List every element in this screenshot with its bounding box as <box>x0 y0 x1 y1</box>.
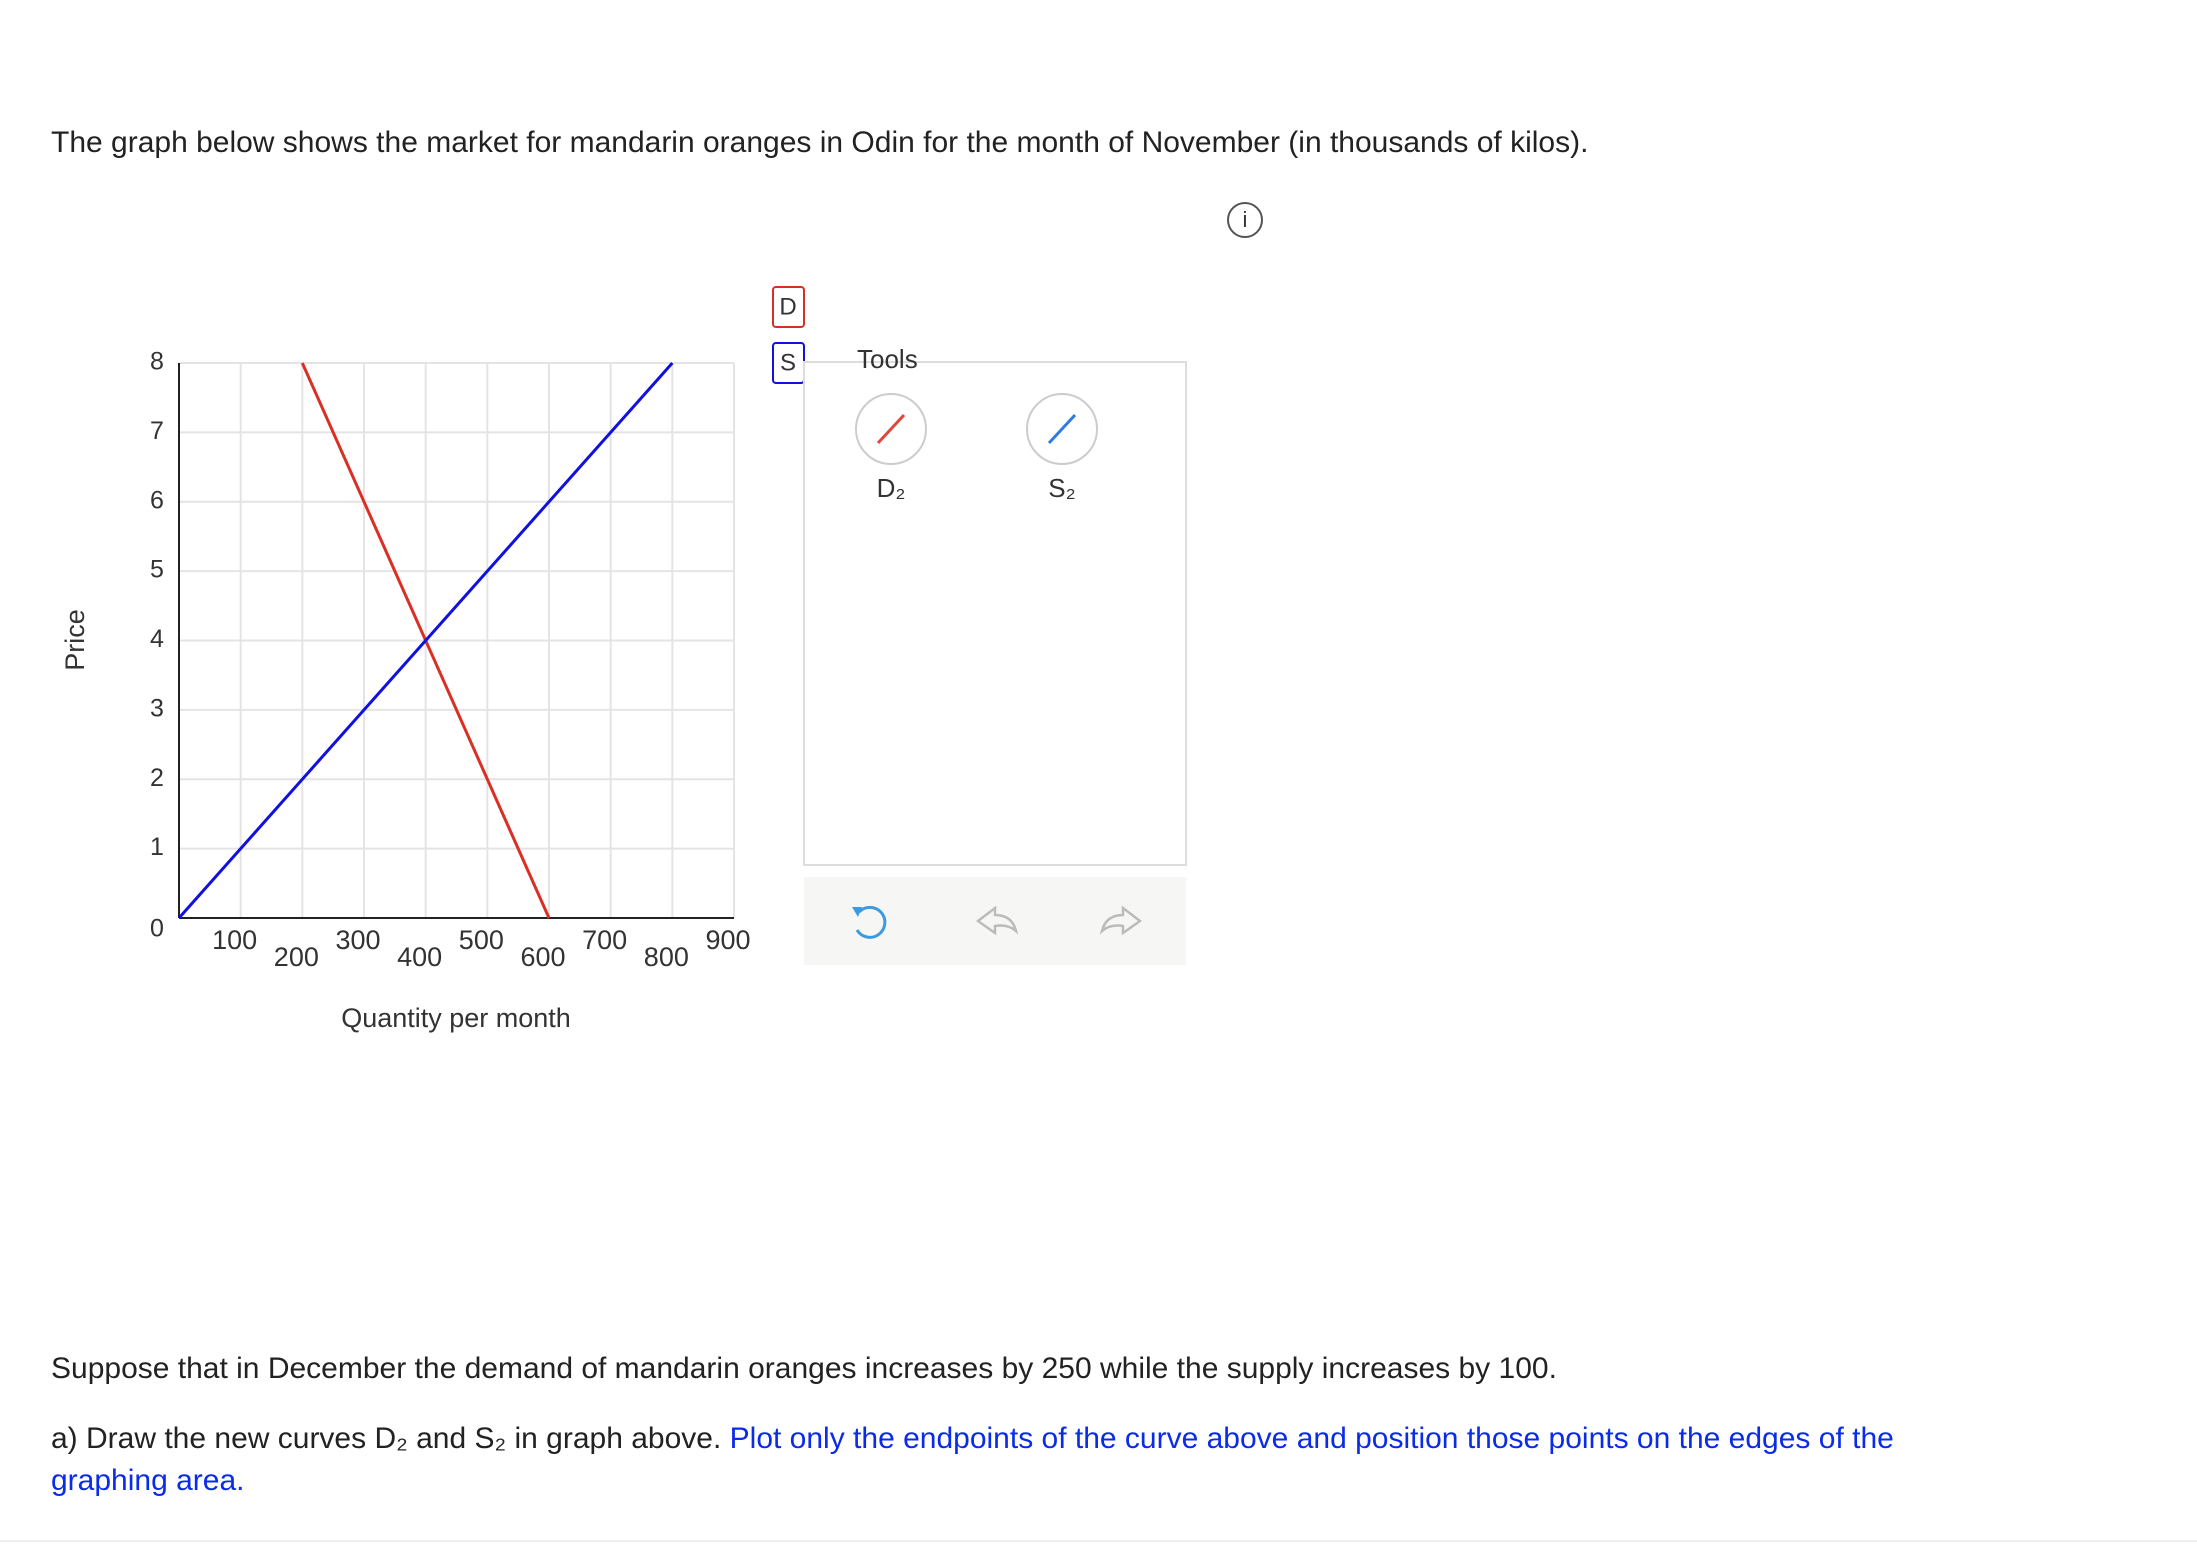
tool-icon <box>876 413 906 445</box>
x-tick-label: 800 <box>644 942 689 972</box>
divider <box>0 1540 2197 1542</box>
task-text: a) Draw the new curves D₂ and S₂ in grap… <box>51 1418 1971 1502</box>
y-tick-label: 7 <box>150 417 164 445</box>
tools: D₂ S₂ <box>855 393 1098 503</box>
scenario-text: Suppose that in December the demand of m… <box>51 1352 1557 1385</box>
tool-icon <box>1047 413 1077 445</box>
legend-label[interactable]: D <box>779 293 796 320</box>
x-tick-label: 100 <box>212 925 257 955</box>
y-tick-label: 1 <box>150 833 164 861</box>
x-tick-label: 500 <box>459 925 504 955</box>
redo-button[interactable] <box>1099 905 1143 936</box>
y-tick-label: 3 <box>150 694 164 722</box>
y-tick-label: 4 <box>150 625 164 653</box>
x-tick-label: 900 <box>705 925 750 955</box>
x-tick-label: 600 <box>520 942 565 972</box>
x-tick-label: 300 <box>335 925 380 955</box>
toolbar <box>804 877 1186 965</box>
plot: 0 1 2 3 4 5 6 7 8 100 200 300 400 500 600 700 800 900 Quan… <box>60 286 805 1033</box>
y-axis-label: Price <box>60 609 90 671</box>
y-tick-label: 2 <box>150 764 164 792</box>
y-tick-label: 5 <box>150 556 164 584</box>
y-tick-label: 0 <box>150 915 164 943</box>
y-tick-label: 6 <box>150 486 164 514</box>
reset-button[interactable] <box>852 905 887 939</box>
tool-label: S₂ <box>1048 473 1075 503</box>
y-tick-label: 8 <box>150 348 164 376</box>
x-tick-label: 700 <box>582 925 627 955</box>
info-icon-glyph: i <box>1243 207 1248 232</box>
x-tick-label: 200 <box>274 942 319 972</box>
x-tick-label: 400 <box>397 942 442 972</box>
intro-text: The graph below shows the market for man… <box>51 126 1589 159</box>
x-axis-label: Quantity per month <box>341 1003 571 1033</box>
tool-label: D₂ <box>877 473 906 503</box>
series-line <box>177 362 674 919</box>
legend-label[interactable]: S <box>780 349 796 376</box>
legend-box <box>772 286 805 328</box>
undo-button[interactable] <box>975 905 1019 936</box>
info-icon[interactable] <box>1227 202 1263 238</box>
task: a) Draw the new curves D₂ and S₂ in grap… <box>51 1422 722 1455</box>
tools-title: Tools <box>857 344 918 374</box>
instruction: Plot only the endpoints of the curve abo… <box>51 1422 1894 1497</box>
